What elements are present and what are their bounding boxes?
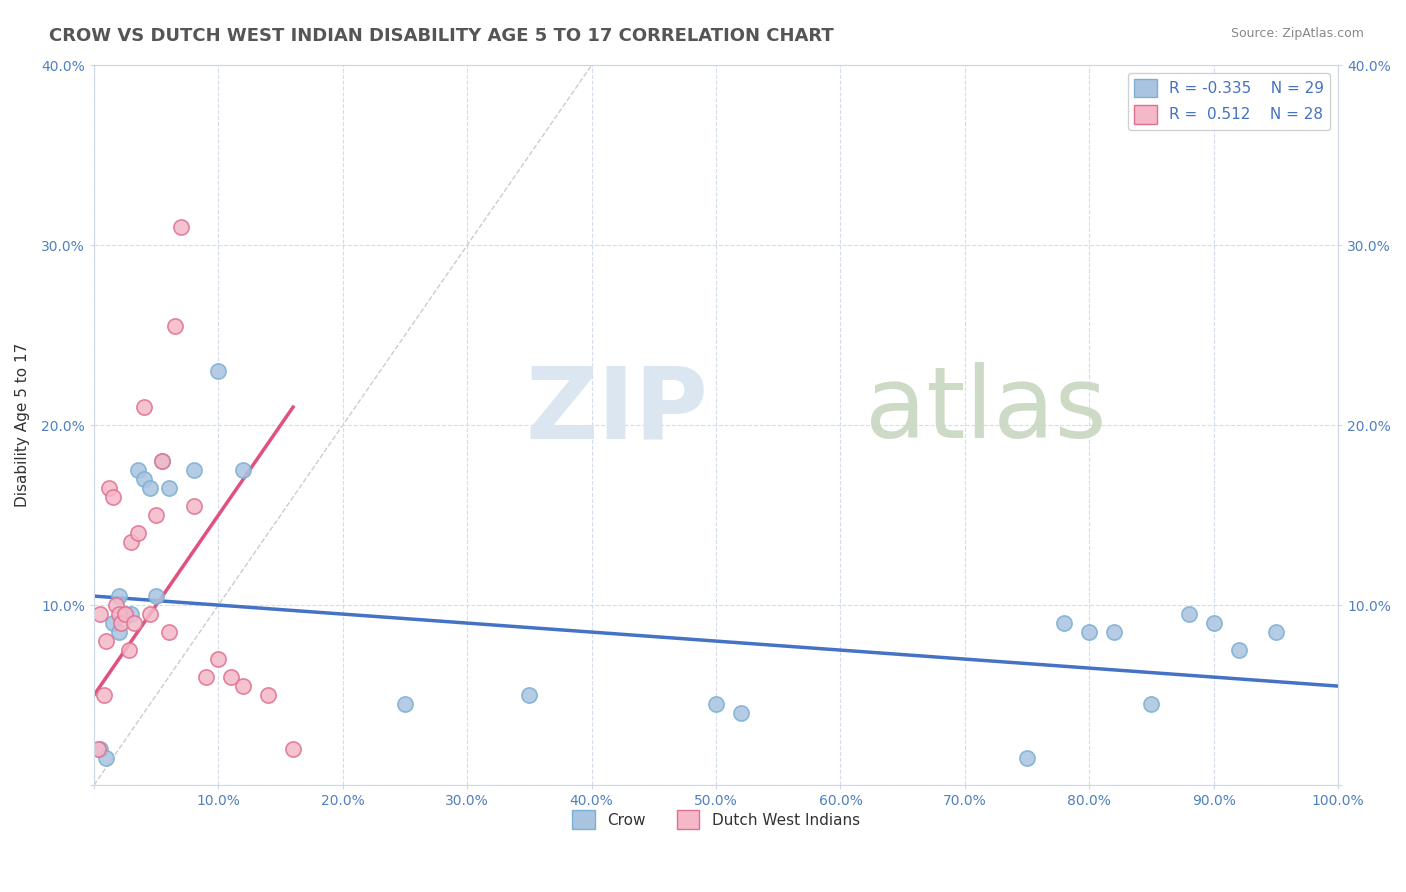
Point [281,742,304,756]
Point [139,481,162,495]
Point [108,607,131,621]
Point [89,742,111,756]
Point [183,499,205,513]
Point [127,526,149,541]
Point [257,688,280,702]
Point [127,463,149,477]
Point [89,607,111,621]
Point [114,607,136,621]
Point [1227,643,1250,657]
Point [730,706,752,720]
Point [1140,697,1163,711]
Point [101,616,124,631]
Legend: Crow, Dutch West Indians: Crow, Dutch West Indians [567,805,866,835]
Point [195,670,218,684]
Text: ZIP: ZIP [524,362,709,459]
Point [152,454,174,468]
Point [157,481,180,495]
Point [132,472,155,486]
Point [207,364,229,378]
Text: CROW VS DUTCH WEST INDIAN DISABILITY AGE 5 TO 17 CORRELATION CHART: CROW VS DUTCH WEST INDIAN DISABILITY AGE… [49,27,834,45]
Point [139,607,162,621]
Point [108,625,131,640]
Point [1015,751,1038,765]
Point [145,508,167,522]
Point [1102,625,1125,640]
Point [93,688,115,702]
Point [101,490,124,504]
Point [232,463,254,477]
Point [1178,607,1201,621]
Point [232,679,254,693]
Point [96,751,118,765]
Point [157,625,180,640]
Point [207,652,229,666]
Point [120,607,142,621]
Y-axis label: Disability Age 5 to 17: Disability Age 5 to 17 [15,343,30,508]
Point [1264,625,1286,640]
Point [114,607,136,621]
Point [108,589,131,603]
Point [96,634,118,648]
Point [1078,625,1101,640]
Text: Source: ZipAtlas.com: Source: ZipAtlas.com [1230,27,1364,40]
Point [704,697,727,711]
Point [219,670,242,684]
Point [120,535,142,549]
Point [105,598,128,612]
Point [152,454,174,468]
Point [1053,616,1076,631]
Point [183,463,205,477]
Point [97,481,120,495]
Point [1202,616,1225,631]
Point [519,688,541,702]
Point [163,319,186,334]
Point [170,220,193,235]
Point [87,742,110,756]
Point [122,616,145,631]
Point [118,643,141,657]
Point [394,697,416,711]
Point [132,400,155,414]
Text: atlas: atlas [865,362,1107,459]
Point [110,616,132,631]
Point [145,589,167,603]
